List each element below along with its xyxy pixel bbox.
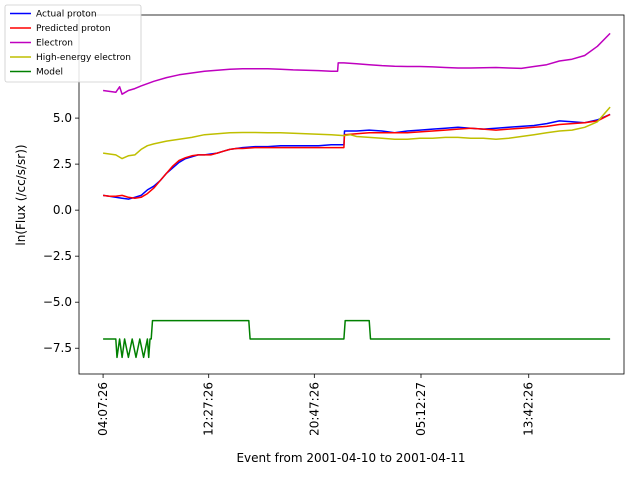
y-tick-label: 0.0: [53, 203, 72, 217]
x-tick-label: 04:07:26: [96, 382, 110, 436]
y-tick-label: −7.5: [43, 341, 72, 355]
x-tick-label: 13:42:26: [522, 382, 536, 436]
legend-label: Model: [36, 68, 63, 78]
y-axis-label: ln(Flux (/cc/s/sr)): [14, 144, 28, 245]
x-tick-label: 05:12:27: [414, 382, 428, 436]
x-tick-label: 12:27:26: [202, 382, 216, 436]
series-line-high-energy-electron: [102, 106, 611, 160]
series-layer: [102, 32, 611, 359]
legend-label: Actual proton: [36, 10, 97, 20]
series-line-predicted-proton: [102, 113, 611, 199]
series-line-electron: [102, 32, 611, 95]
legend-label: High-energy electron: [36, 53, 131, 63]
y-tick-label: 5.0: [53, 111, 72, 125]
legend-box: [4, 4, 142, 83]
x-axis-label: Event from 2001-04-10 to 2001-04-11: [236, 451, 465, 465]
axes-layer: −7.5 −5.0 −2.5 0.0 2.5 5.0 04:07:26 12:27:26 20:…: [43, 14, 625, 436]
legend-label: Electron: [36, 39, 73, 49]
plot-frame: [78, 14, 625, 375]
series-line-model: [103, 319, 611, 359]
y-tick-label: −5.0: [43, 295, 72, 309]
legend: Actual proton Predicted proton Electron Hig…: [4, 4, 142, 83]
legend-label: Predicted proton: [36, 24, 111, 34]
x-tick-label: 20:47:26: [307, 382, 321, 436]
y-tick-label: 2.5: [53, 157, 72, 171]
y-tick-label: −2.5: [43, 249, 72, 263]
